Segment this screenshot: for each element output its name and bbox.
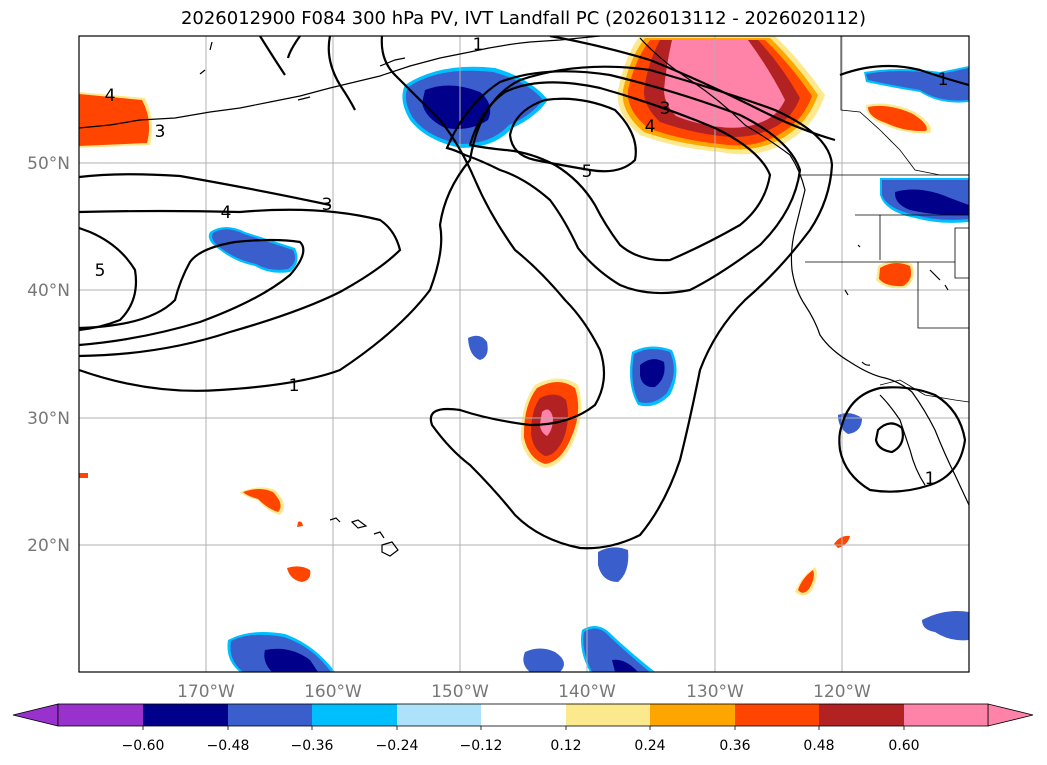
colorbar-segment [481,704,566,726]
colorbar-tick-label: 0.60 [888,738,919,754]
lat-label: 30°N [27,409,70,429]
contour-label: 3 [155,122,166,142]
contour-label: 4 [105,86,116,106]
colorbar-segment [735,704,819,726]
contour-label: 5 [95,261,106,281]
contour-label: 4 [221,203,232,223]
colorbar-segment [650,704,735,726]
coastlines [79,36,969,557]
contour-label: 3 [322,195,333,215]
contour-labels: 1 1 1 3 3 3 4 4 4 5 5 1 [95,35,949,489]
colorbar-tick-label: −0.12 [460,738,503,754]
lat-label: 50°N [27,154,70,174]
contour-label: 1 [925,469,936,489]
colorbar-tick-label: 0.36 [719,738,750,754]
contour-label: 1 [938,70,949,90]
colorbar-segment [58,704,143,726]
lon-label: 120°W [813,682,871,702]
lon-label: 150°W [431,682,489,702]
colorbar: −0.60 −0.48 −0.36 −0.24 −0.12 0.12 0.24 0.36 0.4… [12,703,1034,754]
colorbar-segment [143,704,228,726]
contour-label: 3 [660,99,671,119]
contour-label: 5 [582,162,593,182]
colorbar-tick-label: 0.12 [550,738,581,754]
colorbar-segment [228,704,312,726]
contour-label: 4 [645,117,656,137]
colorbar-segment [312,704,397,726]
map-background [79,36,969,672]
colorbar-segment [819,704,904,726]
longitude-labels: 170°W 160°W 150°W 140°W 130°W 120°W [177,682,871,702]
lat-label: 20°N [27,536,70,556]
colorbar-low-extend [12,703,59,727]
map-frame [78,35,970,673]
colorbar-frame [57,703,989,727]
graticule [79,36,969,672]
lon-label: 130°W [686,682,744,702]
colorbar-tick-label: 0.48 [803,738,834,754]
colorbar-segment [397,704,481,726]
colorbar-high-extend [987,703,1034,727]
colorbar-tick-label: −0.24 [376,738,419,754]
colorbar-tick-label: −0.36 [291,738,334,754]
map-title: 2026012900 F084 300 hPa PV, IVT Landfall… [180,8,867,29]
colorbar-tick-label: 0.24 [634,738,665,754]
colorbar-tick-label: −0.60 [122,738,165,754]
latitude-labels: 50°N 40°N 30°N 20°N [27,154,70,556]
colorbar-segment [566,704,650,726]
colorbar-segment [904,704,988,726]
pv-contours [79,36,969,550]
lon-label: 170°W [177,682,235,702]
political-borders [800,36,969,403]
contour-label: 1 [473,35,484,55]
lon-label: 140°W [558,682,616,702]
lon-label: 160°W [304,682,362,702]
colorbar-tick-label: −0.48 [207,738,250,754]
lat-label: 40°N [27,281,70,301]
contour-label: 1 [289,376,300,396]
